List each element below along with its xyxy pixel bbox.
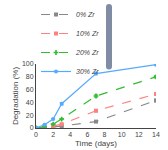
svg-text:40: 40	[26, 99, 34, 106]
svg-text:0% Zr: 0% Zr	[76, 11, 95, 18]
svg-text:10% Zr: 10% Zr	[76, 30, 99, 37]
svg-text:6: 6	[85, 131, 89, 138]
svg-text:20% Zr: 20% Zr	[75, 49, 99, 56]
svg-text:0: 0	[34, 131, 38, 138]
svg-text:4: 4	[68, 131, 72, 138]
svg-text:12: 12	[135, 131, 143, 138]
svg-text:60: 60	[26, 86, 34, 93]
svg-text:10: 10	[118, 131, 126, 138]
svg-text:14: 14	[152, 131, 160, 138]
svg-text:2: 2	[51, 131, 55, 138]
svg-text:Degradation (%): Degradation (%)	[11, 67, 20, 126]
svg-text:30% Zr: 30% Zr	[76, 68, 99, 75]
svg-text:100: 100	[22, 60, 34, 67]
svg-text:0: 0	[30, 124, 34, 131]
svg-text:80: 80	[26, 73, 34, 80]
svg-text:Time (days): Time (days)	[75, 139, 117, 148]
svg-text:20: 20	[26, 112, 34, 119]
svg-text:8: 8	[103, 131, 107, 138]
